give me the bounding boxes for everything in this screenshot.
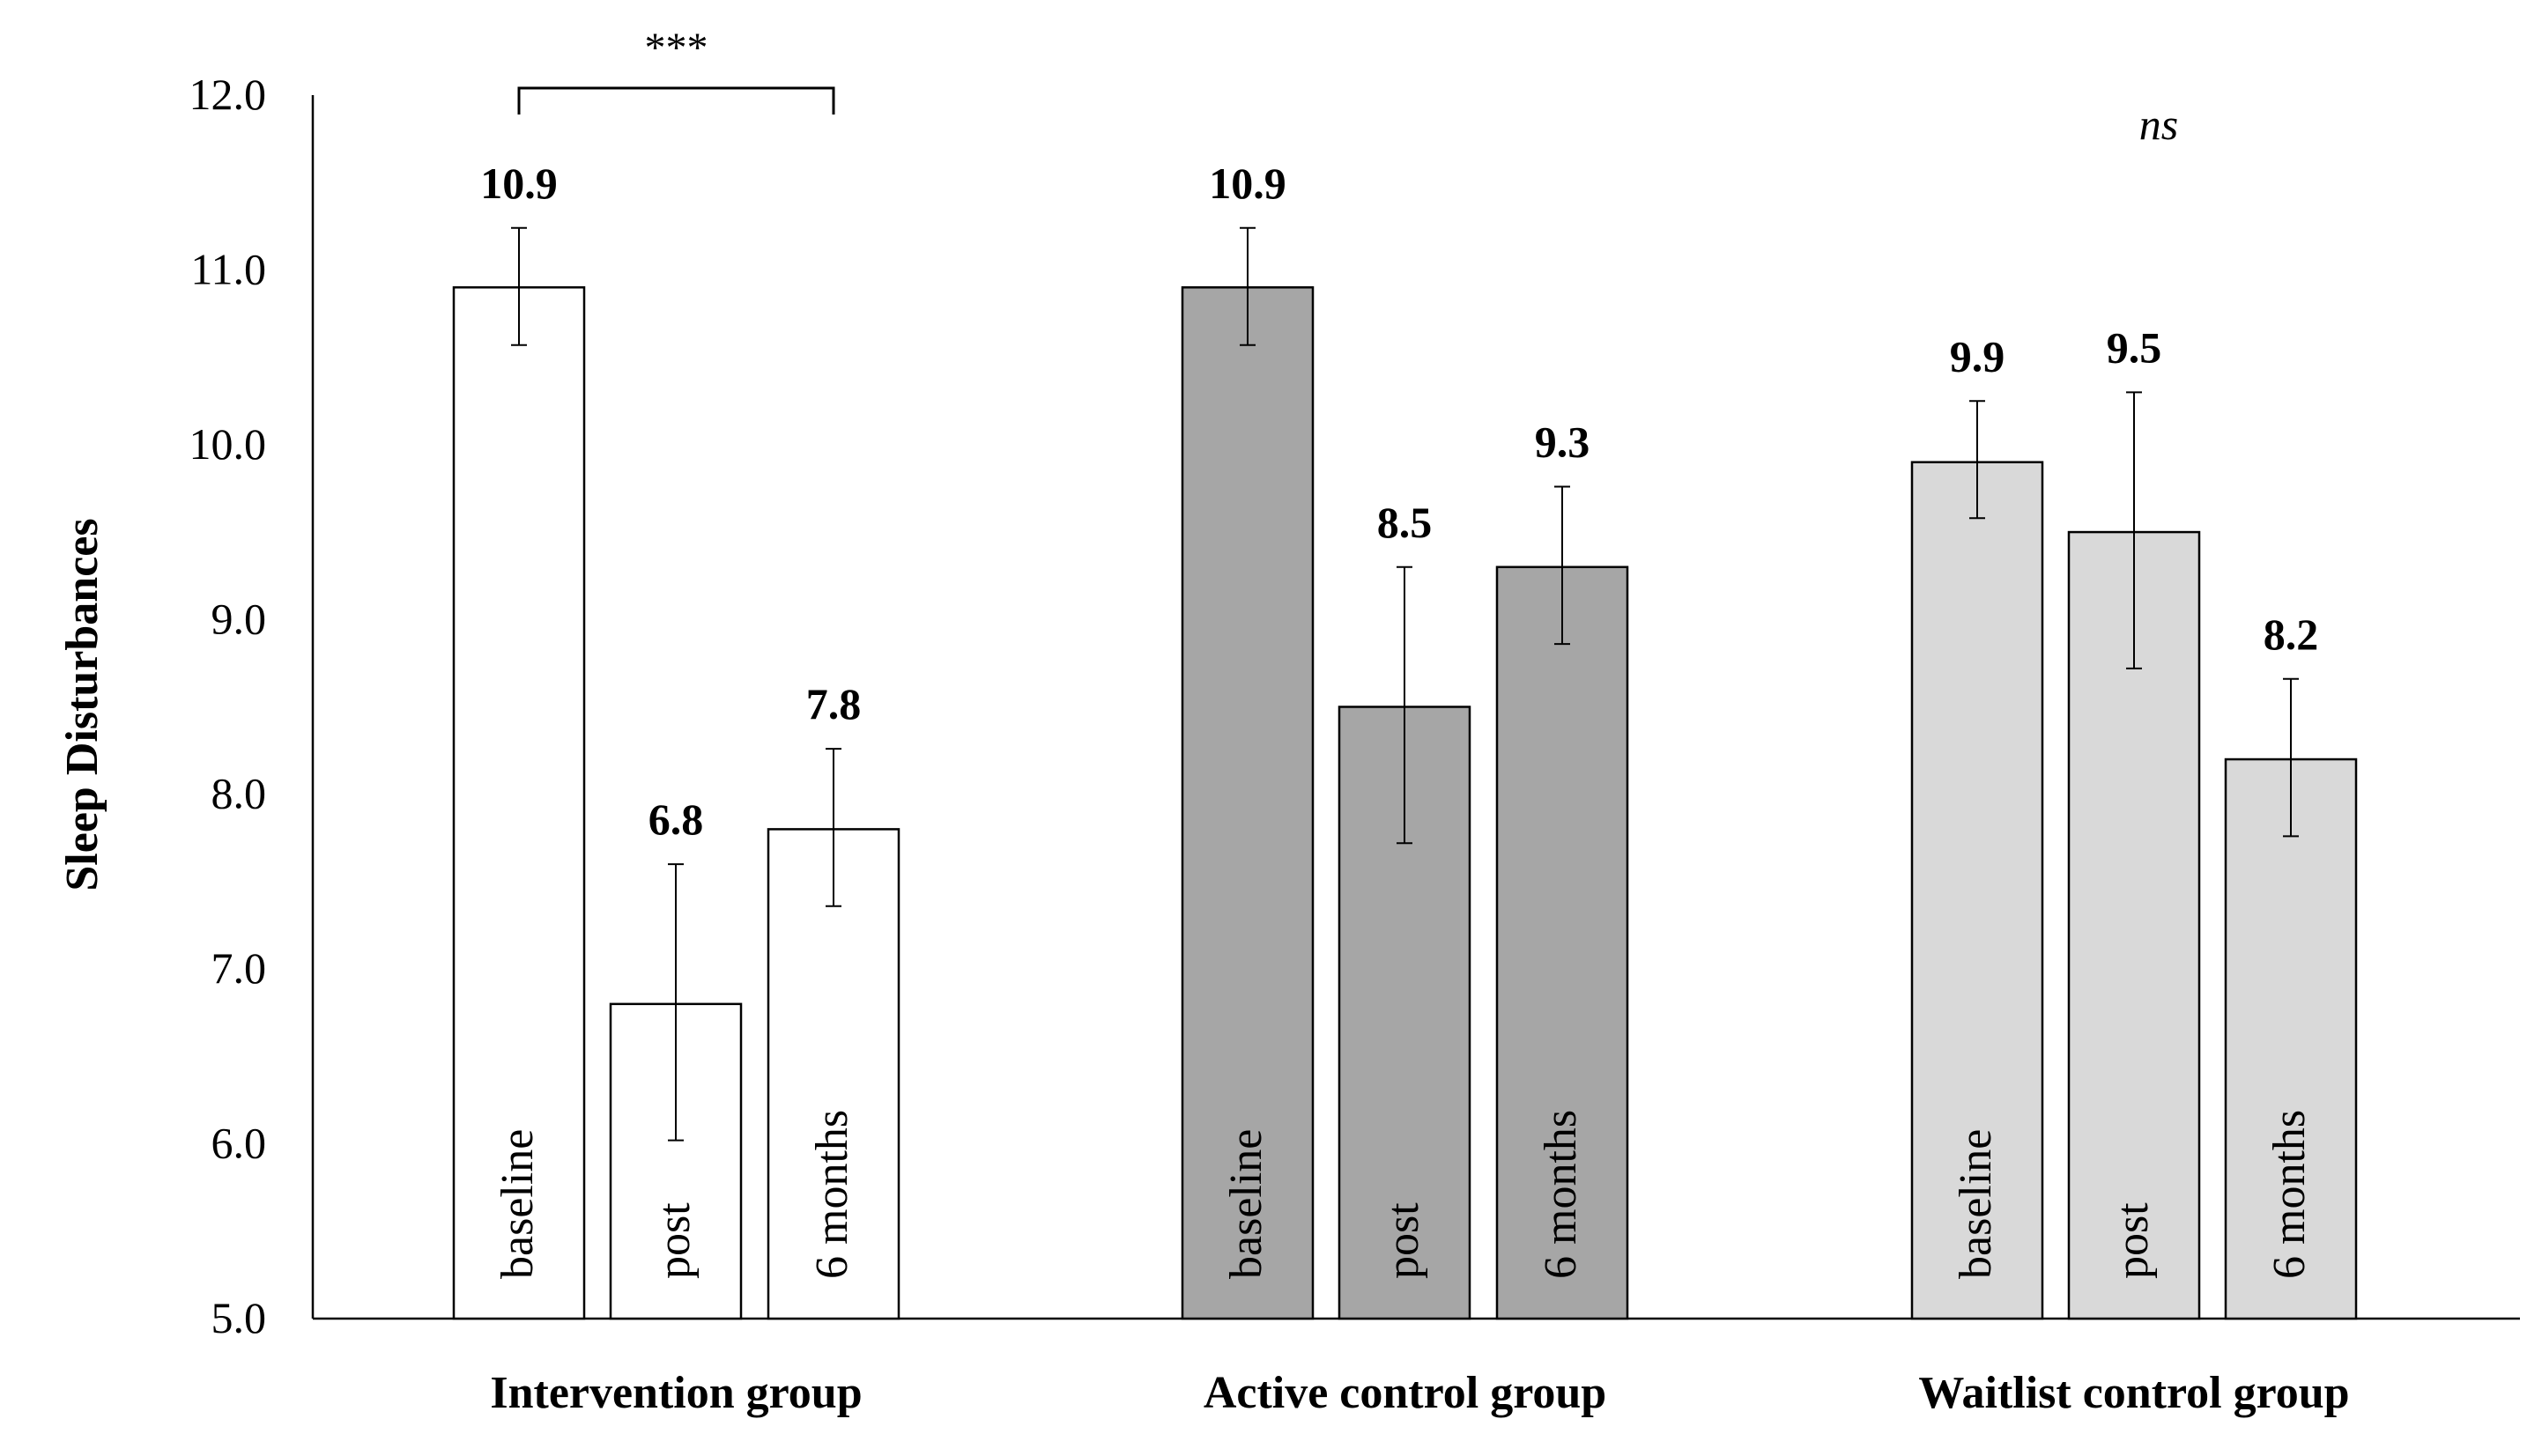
bar-category-label: post [1378, 1202, 1428, 1279]
bar [767, 828, 900, 1320]
data-label: 8.5 [1377, 498, 1433, 547]
data-label: 10.9 [480, 159, 558, 208]
significance-marker: *** [645, 25, 708, 71]
bar-category-label: baseline [493, 1129, 543, 1279]
y-axis-title: Sleep Disturbances [57, 518, 107, 891]
bar-category-label: baseline [1951, 1129, 2001, 1279]
bar-category-label: baseline [1221, 1129, 1271, 1279]
data-label: 7.8 [806, 679, 862, 728]
y-tick-label: 11.0 [190, 244, 266, 293]
bar-category-label: 6 months [2264, 1110, 2315, 1279]
group-label: Active control group [1204, 1368, 1606, 1418]
bar-category-label: post [649, 1202, 700, 1279]
group-label: Waitlist control group [1918, 1368, 2349, 1418]
bar [1910, 461, 2044, 1320]
bar [1495, 565, 1629, 1320]
bar-category-label: post [2108, 1202, 2158, 1279]
y-tick-label: 12.0 [189, 70, 267, 119]
data-label: 10.9 [1209, 159, 1286, 208]
y-tick-label: 8.0 [211, 769, 267, 818]
y-tick-label: 7.0 [211, 943, 267, 993]
bar-category-label: 6 months [807, 1110, 857, 1279]
data-label: 9.3 [1535, 417, 1590, 466]
data-label: 9.5 [2107, 322, 2162, 372]
ns-annotation: ns [2139, 100, 2178, 149]
bar [609, 1002, 743, 1320]
bar [2224, 758, 2358, 1320]
bar-category-label: 6 months [1536, 1110, 1586, 1279]
plot-area: 5.0 6.0 7.0 8.0 9.0 10.0 11.0 12.0 Sleep Disturb… [57, 25, 2520, 1418]
y-tick-label: 5.0 [211, 1293, 267, 1342]
significance-bracket [517, 86, 835, 115]
group-label: Intervention group [490, 1368, 862, 1418]
data-label: 8.2 [2264, 610, 2319, 659]
y-tick-label: 6.0 [211, 1119, 267, 1168]
y-tick-label: 10.0 [189, 419, 267, 469]
data-label: 9.9 [1950, 331, 2005, 381]
data-label: 6.8 [648, 795, 704, 844]
bar [1181, 286, 1315, 1320]
bar [452, 286, 586, 1320]
y-tick-label: 9.0 [211, 594, 267, 643]
